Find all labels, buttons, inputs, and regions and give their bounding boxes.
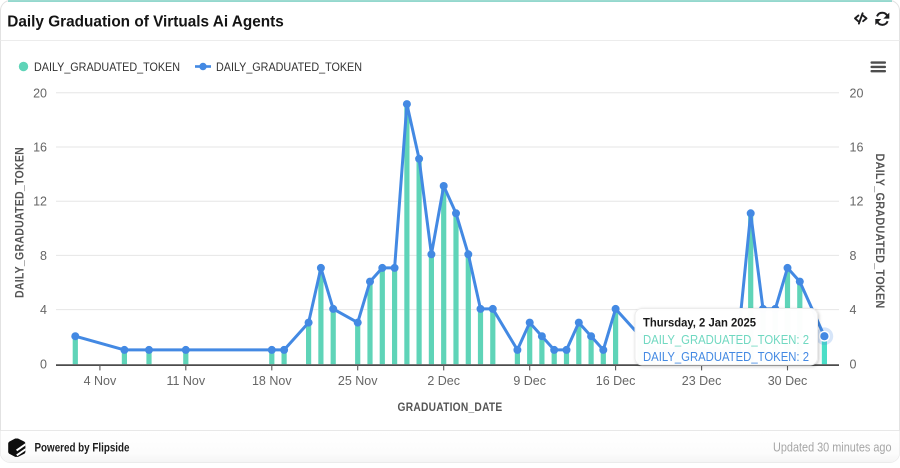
- svg-text:23 Dec: 23 Dec: [682, 374, 722, 388]
- svg-text:20: 20: [33, 86, 47, 100]
- svg-text:12: 12: [850, 195, 864, 209]
- svg-text:DAILY_GRADUATED_TOKEN: DAILY_GRADUATED_TOKEN: [216, 60, 362, 74]
- svg-text:30 Dec: 30 Dec: [768, 374, 808, 388]
- svg-text:11 Nov: 11 Nov: [166, 374, 205, 388]
- svg-text:12: 12: [33, 195, 47, 209]
- svg-text:DAILY_GRADUATED_TOKEN: 2: DAILY_GRADUATED_TOKEN: 2: [643, 349, 809, 364]
- svg-text:16: 16: [33, 141, 47, 155]
- svg-text:Powered by Flipside: Powered by Flipside: [35, 441, 130, 455]
- svg-text:DAILY_GRADUATED_TOKEN: DAILY_GRADUATED_TOKEN: [873, 154, 887, 309]
- svg-text:4 Nov: 4 Nov: [84, 374, 117, 388]
- svg-text:8: 8: [40, 249, 47, 263]
- svg-text:2 Dec: 2 Dec: [427, 374, 460, 388]
- svg-text:Daily Graduation of Virtuals A: Daily Graduation of Virtuals Ai Agents: [7, 14, 284, 31]
- svg-text:0: 0: [40, 357, 47, 371]
- svg-text:GRADUATION_DATE: GRADUATION_DATE: [398, 400, 503, 414]
- svg-text:8: 8: [850, 249, 857, 263]
- svg-text:16: 16: [850, 141, 864, 155]
- svg-text:Thursday, 2 Jan 2025: Thursday, 2 Jan 2025: [643, 316, 756, 330]
- svg-text:DAILY_GRADUATED_TOKEN: DAILY_GRADUATED_TOKEN: [12, 147, 26, 298]
- svg-text:4: 4: [850, 303, 857, 317]
- svg-text:18 Nov: 18 Nov: [252, 374, 292, 388]
- svg-text:20: 20: [850, 86, 864, 100]
- svg-text:16 Dec: 16 Dec: [596, 374, 636, 388]
- svg-text:Updated 30 minutes ago: Updated 30 minutes ago: [773, 441, 892, 455]
- svg-text:25 Nov: 25 Nov: [338, 374, 378, 388]
- svg-text:0: 0: [850, 357, 857, 371]
- svg-text:DAILY_GRADUATED_TOKEN: DAILY_GRADUATED_TOKEN: [34, 60, 180, 74]
- svg-text:4: 4: [40, 303, 47, 317]
- svg-text:9 Dec: 9 Dec: [513, 374, 546, 388]
- svg-text:DAILY_GRADUATED_TOKEN: 2: DAILY_GRADUATED_TOKEN: 2: [643, 332, 809, 347]
